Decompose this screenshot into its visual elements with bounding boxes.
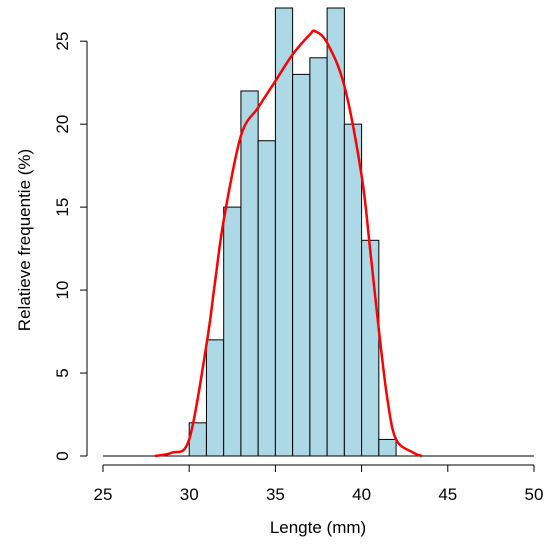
x-tick-label: 35 [266, 485, 285, 504]
x-tick-label: 45 [438, 485, 457, 504]
density-line [154, 29, 423, 458]
y-tick-label: 0 [53, 451, 72, 460]
y-tick-label: 5 [53, 368, 72, 377]
bar [343, 123, 363, 457]
x-tick-label: 50 [525, 485, 544, 504]
bar [292, 73, 311, 457]
x-tick-label: 30 [180, 485, 199, 504]
x-tick-label: 40 [352, 485, 371, 504]
y-tick-label: 25 [53, 32, 72, 51]
y-tick-label: 15 [53, 198, 72, 217]
bar [240, 90, 259, 457]
x-tick-label: 25 [94, 485, 113, 504]
bar [257, 140, 276, 457]
bar [361, 239, 380, 457]
bar [223, 206, 242, 457]
y-axis-label: Relatieve frequentie (%) [15, 149, 34, 331]
bar [378, 438, 397, 457]
x-axis-label: Lengte (mm) [270, 518, 366, 537]
bar [205, 339, 225, 457]
bar [309, 57, 328, 457]
y-tick-label: 10 [53, 281, 72, 300]
y-tick-label: 20 [53, 115, 72, 134]
